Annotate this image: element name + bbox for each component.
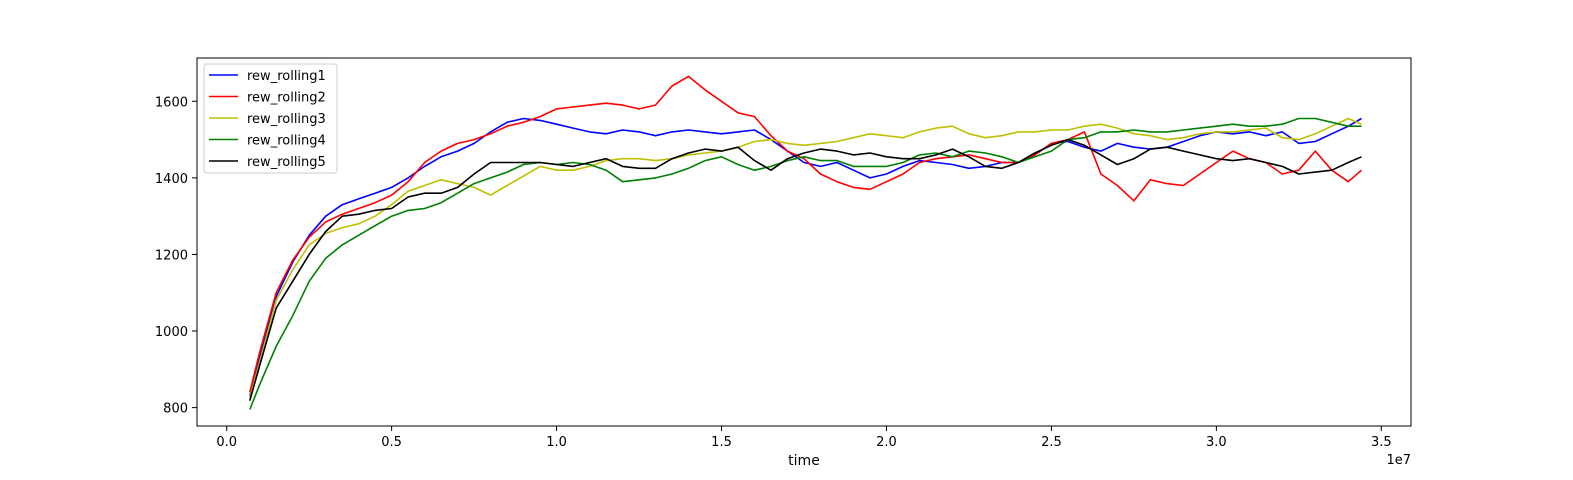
y-tick-label: 800: [163, 402, 188, 417]
x-tick-label: 3.0: [1206, 435, 1227, 450]
series-line-5: [249, 138, 1362, 401]
legend-label: rew_rolling4: [247, 134, 326, 149]
y-tick-label: 1600: [155, 95, 188, 110]
y-tick-label: 1000: [155, 325, 188, 340]
series-line-3: [249, 117, 1362, 399]
x-tick-label: 1.0: [546, 435, 567, 450]
legend-label: rew_rolling3: [247, 112, 326, 127]
series-layer: [249, 75, 1363, 410]
y-tick-label: 1200: [155, 248, 188, 263]
x-tick-label: 1.5: [711, 435, 732, 450]
legend: rew_rolling1 rew_rolling2 rew_rolling3 rew_…: [203, 63, 338, 174]
series-line-2: [249, 75, 1363, 393]
plot-area: [197, 58, 1411, 426]
x-tick-label: 0.5: [381, 435, 402, 450]
x-tick-label: 0.0: [216, 435, 237, 450]
legend-label: rew_rolling5: [247, 155, 326, 170]
y-axis: 800 1000 1200 1400 1600: [155, 95, 197, 417]
x-tick-label: 2.0: [876, 435, 897, 450]
x-axis-offset-label: 1e7: [1386, 453, 1411, 468]
x-axis: 0.0 0.5 1.0 1.5 2.0 2.5 3.0 3.5: [216, 426, 1392, 450]
y-tick-label: 1400: [155, 172, 188, 187]
legend-label: rew_rolling2: [247, 91, 326, 106]
series-line-1: [249, 117, 1362, 397]
x-tick-label: 3.5: [1371, 435, 1392, 450]
plot-frame: [196, 57, 1412, 427]
legend-box: [203, 63, 338, 174]
series-line-4: [249, 117, 1362, 410]
x-axis-label: time: [788, 453, 820, 469]
x-tick-label: 2.5: [1041, 435, 1062, 450]
legend-label: rew_rolling1: [247, 69, 326, 84]
